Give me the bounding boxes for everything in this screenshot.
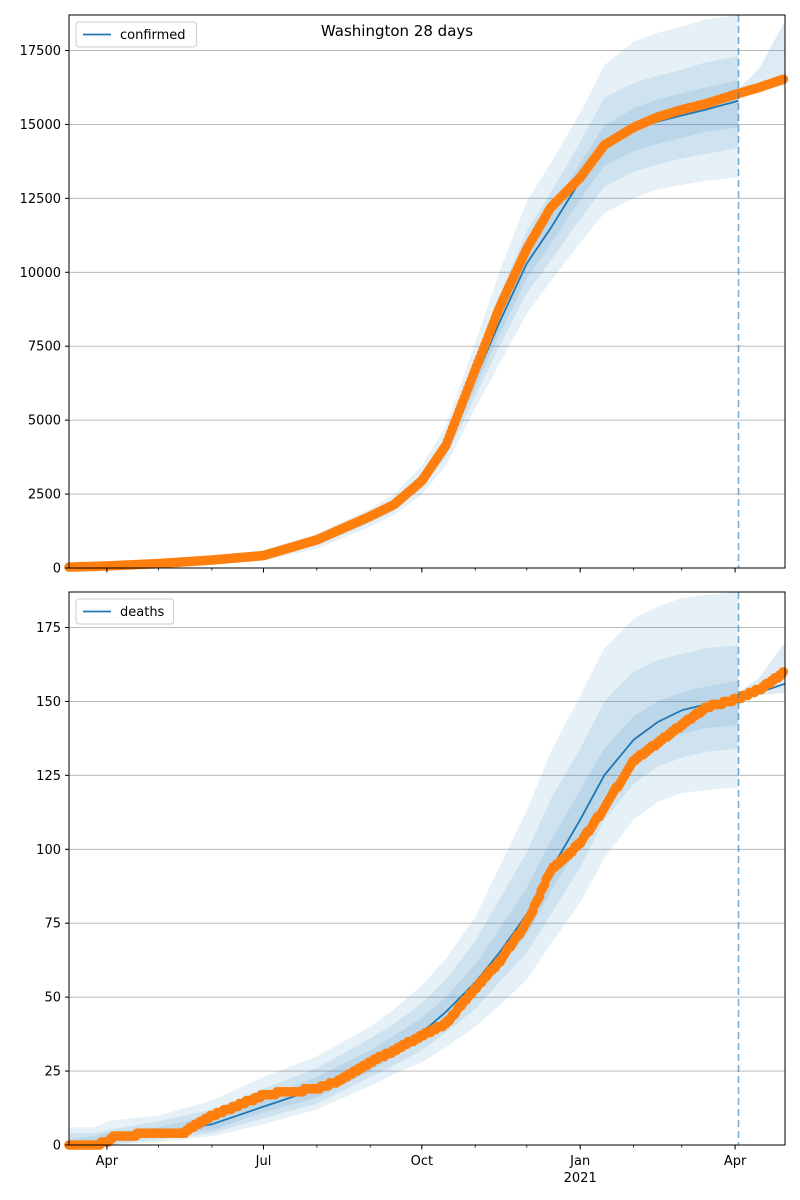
confirmed-forecast-band [738, 20, 785, 94]
deaths-axes-frame [68, 591, 786, 1146]
deaths-xtick-label: Jul [255, 1154, 272, 1169]
confirmed-legend-box [75, 21, 197, 48]
deaths-xtick-year-label: 2021 [564, 1171, 597, 1186]
deaths-ytick-label: 0 [53, 1139, 61, 1154]
deaths-ytick-label: 175 [36, 621, 61, 636]
deaths-xtick-label: Apr [96, 1154, 119, 1169]
deaths-ytick-label: 125 [36, 769, 61, 784]
confirmed-ytick-label: 17500 [20, 44, 61, 59]
deaths-panel: 0 25 50 75 100 125 150 175 Apr Jul Oct Jan 2021 Apr de… [36, 591, 789, 1186]
deaths-legend-box [75, 598, 175, 625]
confirmed-ytick-label: 7500 [28, 340, 61, 355]
deaths-ytick-label: 150 [36, 695, 61, 710]
deaths-uncertainty-band [69, 592, 739, 1145]
deaths-ytick-label: 75 [44, 917, 61, 932]
confirmed-uncertainty-band [69, 15, 739, 568]
confirmed-ytick-label: 10000 [20, 266, 61, 281]
confirmed-uncertainty-band [69, 80, 739, 568]
deaths-legend: deaths [75, 598, 175, 625]
confirmed-ytick-label: 0 [53, 562, 61, 577]
deaths-xtick-label: Jan [569, 1154, 590, 1169]
deaths-uncertainty-band [69, 645, 739, 1145]
deaths-ytick-label: 25 [44, 1065, 61, 1080]
confirmed-legend: confirmed [75, 21, 197, 48]
confirmed-observed-point [778, 74, 789, 84]
confirmed-axes-frame [68, 14, 786, 569]
confirmed-ytick-label: 5000 [28, 414, 61, 429]
confirmed-ytick-label: 15000 [20, 118, 61, 133]
confirmed-ytick-label: 12500 [20, 192, 61, 207]
deaths-ytick-label: 100 [36, 843, 61, 858]
deaths-xtick-label: Apr [724, 1154, 747, 1169]
confirmed-legend-label: confirmed [120, 28, 186, 43]
deaths-legend-label: deaths [120, 605, 165, 620]
confirmed-panel: 0 2500 5000 7500 10000 12500 15000 17500 confirm… [20, 14, 789, 577]
deaths-xtick-label: Oct [411, 1154, 433, 1169]
deaths-ytick-label: 50 [44, 991, 61, 1006]
figure-title: Washington 28 days [321, 22, 473, 40]
deaths-observed-point [778, 667, 789, 677]
confirmed-ytick-label: 2500 [28, 488, 61, 503]
